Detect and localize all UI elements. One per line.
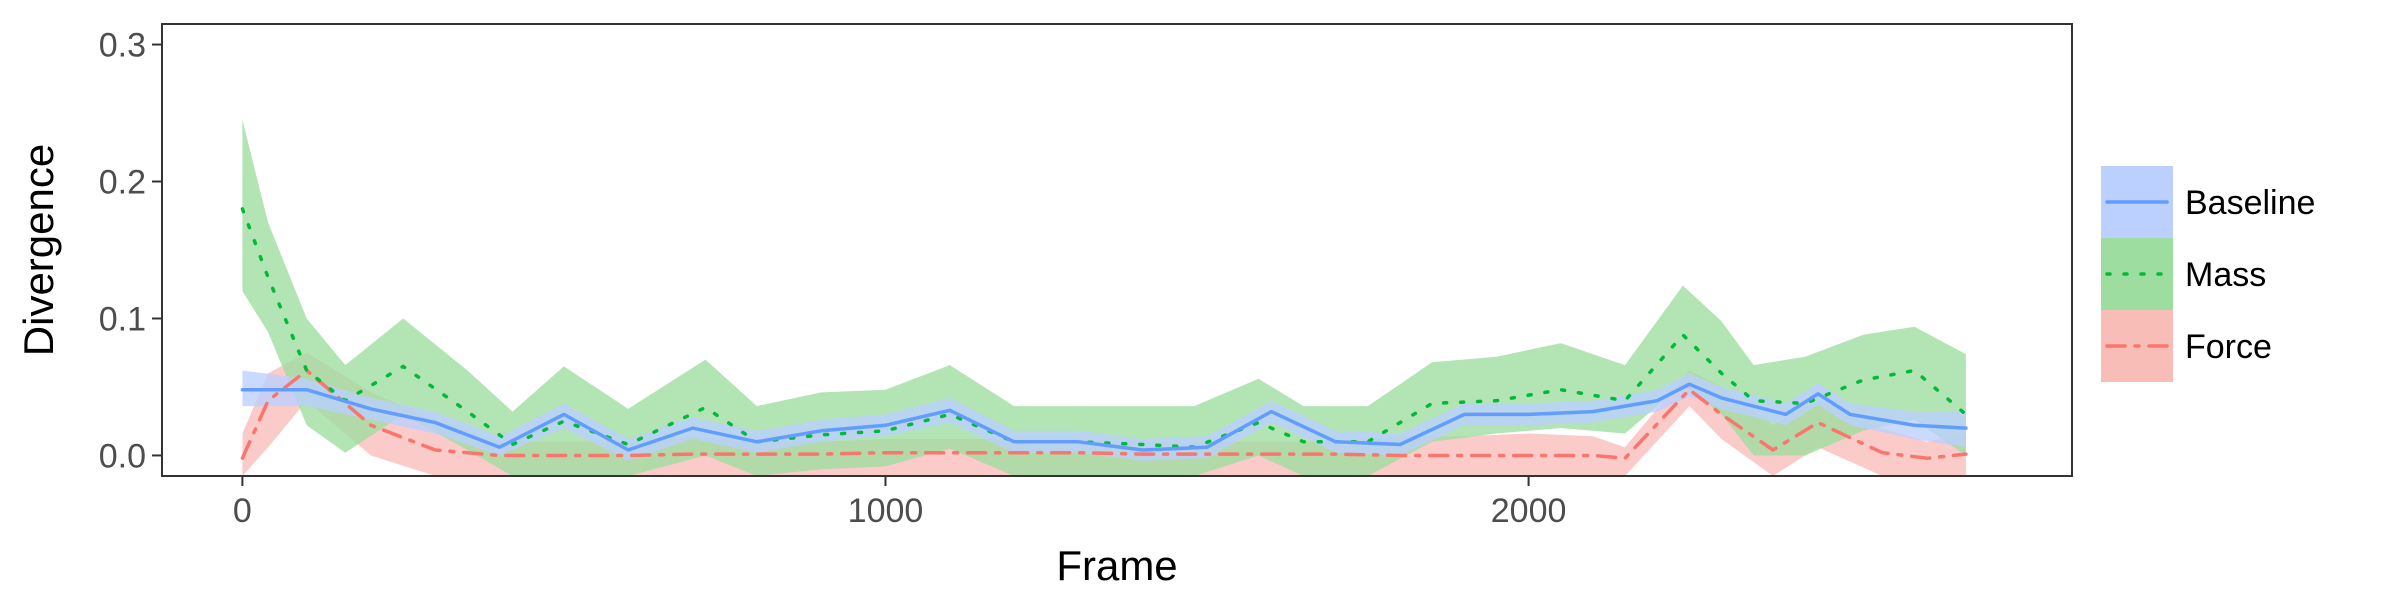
legend-label: Baseline — [2185, 184, 2315, 222]
band-mass — [242, 119, 1966, 476]
plot-panel — [161, 23, 2073, 477]
x-axis: 0 1000 2000 — [233, 476, 1566, 530]
legend-item-force: Force — [2101, 310, 2272, 382]
y-axis: 0.0 0.1 0.2 0.3 — [99, 27, 162, 475]
legend: Baseline Mass Force — [2101, 166, 2315, 382]
line-force — [240, 368, 1968, 460]
series-lines — [240, 207, 1968, 460]
y-tick-label: 0.1 — [99, 300, 146, 338]
line-mass — [240, 207, 1968, 449]
y-tick-label: 0.0 — [99, 437, 146, 475]
x-tick-label: 0 — [233, 492, 252, 530]
confidence-bands — [242, 119, 1966, 476]
band-baseline — [242, 370, 1966, 461]
y-tick-label: 0.2 — [99, 164, 146, 202]
y-axis-title: Divergence — [15, 144, 62, 356]
y-tick-label: 0.3 — [99, 27, 146, 65]
legend-label: Force — [2185, 328, 2272, 366]
legend-item-mass: Mass — [2101, 238, 2266, 310]
x-tick-label: 1000 — [848, 492, 924, 530]
line-baseline — [240, 382, 1968, 452]
legend-label: Mass — [2185, 256, 2266, 294]
legend-item-baseline: Baseline — [2101, 166, 2315, 238]
x-tick-label: 2000 — [1491, 492, 1567, 530]
x-axis-title: Frame — [1056, 542, 1177, 589]
panel-border — [161, 23, 2073, 477]
